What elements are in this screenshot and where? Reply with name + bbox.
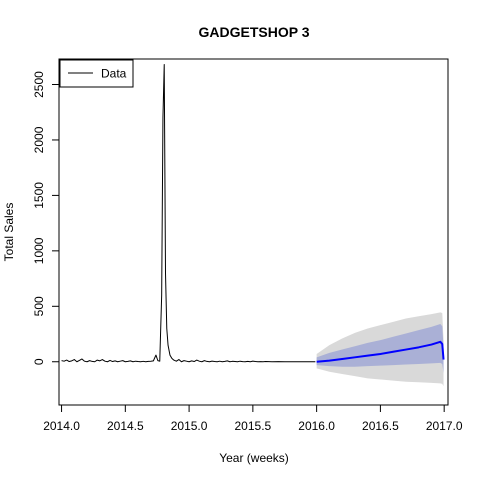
x-tick-label: 2017.0 [426,419,463,433]
series-line-data [61,64,316,363]
x-tick-label: 2015.5 [235,419,272,433]
y-axis-label: Total Sales [2,203,16,262]
prediction-band-1 [316,324,444,373]
prediction-bands [316,312,444,387]
y-axis: 0 500 1000 1500 2000 2500 [32,71,60,365]
y-tick-label: 2000 [32,126,46,153]
legend: Data [59,59,134,88]
x-tick-label: 2014.5 [107,419,144,433]
y-tick-label: 1500 [32,182,46,209]
legend-label-data: Data [101,67,127,81]
y-tick-label: 500 [32,296,46,316]
y-tick-label: 1000 [32,237,46,264]
x-tick-label: 2016.5 [362,419,399,433]
data-series [61,64,445,363]
chart-title: GADGETSHOP 3 [199,24,310,40]
y-tick-label: 0 [32,358,46,365]
x-tick-label: 2016.0 [298,419,335,433]
x-axis: 2014.0 2014.5 2015.0 2015.5 2016.0 2016.5 2017… [43,404,463,433]
series-line-forecast [316,340,445,363]
x-tick-label: 2014.0 [43,419,80,433]
x-tick-label: 2015.0 [171,419,208,433]
y-tick-label: 2500 [32,71,46,98]
x-axis-label: Year (weeks) [219,451,289,465]
